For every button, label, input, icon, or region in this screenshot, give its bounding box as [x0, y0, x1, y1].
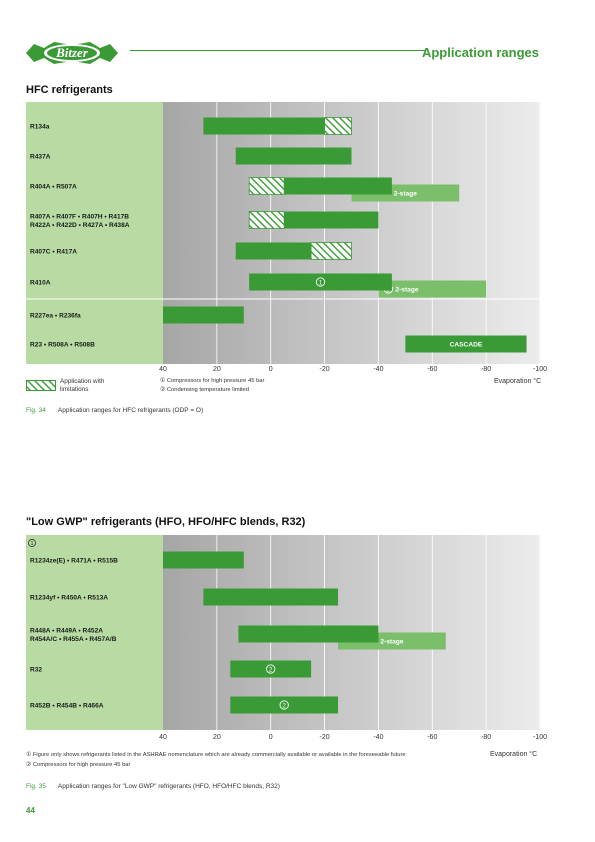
range-bar — [235, 147, 352, 165]
row-label: R23 • R508A • R508B — [30, 342, 95, 349]
row-label: R32 — [30, 667, 42, 674]
chart1-title: HFC refrigerants — [26, 84, 113, 96]
footnote-marker-number: 1 — [319, 280, 323, 286]
chart2-footnote-2: ② Compressors for high pressure 45 bar — [26, 762, 131, 768]
chart1-footnote-1: ① Compressors for high pressure 45 bar — [160, 378, 265, 384]
figure-35-caption: Fig. 35 Application ranges for "Low GWP" … — [26, 783, 280, 790]
footnote-marker-number: 2 — [269, 667, 273, 673]
range-bar — [203, 588, 339, 606]
bitzer-logo: Bitzer — [26, 40, 118, 66]
row-label: R410A — [30, 280, 51, 287]
x-tick-label: -60 — [427, 366, 438, 373]
range-bar — [163, 306, 244, 324]
row-label: R407A • R407F • R407H • R417B — [30, 213, 129, 220]
limited-range-bar — [324, 117, 352, 135]
range-bar — [405, 335, 527, 353]
row-label: R422A • R422D • R427A • R438A — [30, 222, 130, 229]
range-bar — [284, 177, 392, 195]
row-label: R404A • R507A — [30, 184, 77, 191]
row-label: R452B • R454B • R466A — [30, 703, 104, 710]
header-rule — [130, 50, 425, 51]
page-number: 44 — [26, 806, 35, 815]
row-label: R448A • R449A • R452A — [30, 627, 103, 634]
chart1-svg: R134a R437A R404A • R507A 2-stage R407A • R4… — [26, 102, 541, 364]
range-bar — [249, 273, 392, 291]
bar-label: 2-stage — [395, 286, 418, 293]
hfc-chart: R134a R437A R404A • R507A 2-stage R407A • R4… — [26, 102, 541, 364]
logo-text: Bitzer — [56, 45, 88, 60]
chart1-xlabel: Evaporation °C — [494, 378, 542, 385]
x-tick-label: 20 — [212, 366, 221, 373]
footnote-marker-icon: ① — [26, 752, 32, 758]
row-label: R134a — [30, 124, 50, 131]
chart1-x-ticks: 40 20 0 -20 -40 -60 -80 -100 — [0, 366, 595, 376]
label-panel — [26, 535, 163, 730]
bar-label: CASCADE — [450, 341, 483, 348]
x-tick-label: 0 — [268, 366, 273, 373]
footnote-marker-icon — [315, 277, 326, 287]
bar-label: 2-stage — [380, 638, 403, 645]
footnote-marker-icon — [266, 664, 276, 674]
range-bar — [235, 242, 312, 260]
bar-label: 2-stage — [394, 190, 417, 197]
x-tick-label: -20 — [319, 734, 330, 741]
x-tick-label: 20 — [212, 734, 221, 741]
hatched-legend-label: Application with limitations — [60, 378, 105, 393]
label-panel — [26, 102, 163, 364]
row-label: R454A/C • R455A • R457A/B — [30, 636, 117, 643]
range-bar — [163, 551, 244, 569]
footnote-marker-icon — [279, 700, 289, 710]
row-label: R437A — [30, 154, 51, 161]
x-tick-label: -40 — [373, 366, 384, 373]
chart2-title: "Low GWP" refrigerants (HFO, HFO/HFC ble… — [26, 516, 306, 528]
low-gwp-chart: R1234ze(E) • R471A • R515B R1234yf • R450… — [26, 535, 541, 730]
range-bar — [203, 117, 325, 135]
limited-range-bar — [248, 177, 285, 195]
plot-background — [163, 102, 540, 364]
row-label: R1234yf • R450A • R513A — [30, 595, 108, 602]
x-tick-label: -20 — [319, 366, 330, 373]
footnote-marker-icon: ② — [160, 387, 166, 393]
x-tick-label: 40 — [159, 366, 167, 373]
footnote-marker-icon: ② — [26, 762, 32, 768]
section-title: Application ranges — [421, 45, 539, 60]
panel-footnote-number: 1 — [31, 541, 34, 547]
chart2-xlabel: Evaporation °C — [490, 751, 538, 758]
x-tick-label: -100 — [532, 734, 547, 741]
x-tick-label: -40 — [373, 734, 384, 741]
chart2-svg: R1234ze(E) • R471A • R515B R1234yf • R450… — [26, 535, 541, 730]
chart1-footnote-2: ② Condensing temperature limited — [160, 387, 249, 393]
range-bar — [230, 696, 339, 714]
x-tick-label: -100 — [532, 366, 547, 373]
hatched-legend-swatch — [26, 378, 56, 391]
row-label: R407C • R417A — [30, 249, 77, 256]
limited-range-bar — [248, 211, 285, 229]
figure-34-caption: Fig. 34 Application ranges for HFC refrig… — [26, 407, 204, 414]
x-tick-label: 40 — [159, 734, 167, 741]
row-label: R1234ze(E) • R471A • R515B — [30, 558, 118, 565]
chart2-footnote-1: ① Figure only shows refrigerants listed … — [26, 752, 406, 758]
chart2-x-ticks: 40 20 0 -20 -40 -60 -80 -100 — [0, 734, 595, 744]
two-stage-bar — [378, 280, 487, 298]
row-label: R227ea • R236fa — [30, 313, 81, 320]
footnote-marker-icon: ① — [160, 378, 166, 384]
x-tick-label: -80 — [481, 734, 492, 741]
range-bar — [284, 211, 379, 229]
range-bar — [238, 625, 379, 643]
panel-footnote-icon — [28, 539, 36, 547]
limited-range-bar — [310, 242, 352, 260]
x-tick-label: 0 — [268, 734, 273, 741]
x-tick-label: -60 — [427, 734, 438, 741]
x-tick-label: -80 — [481, 366, 492, 373]
range-bar — [230, 660, 312, 678]
footnote-marker-number: 2 — [283, 703, 287, 709]
